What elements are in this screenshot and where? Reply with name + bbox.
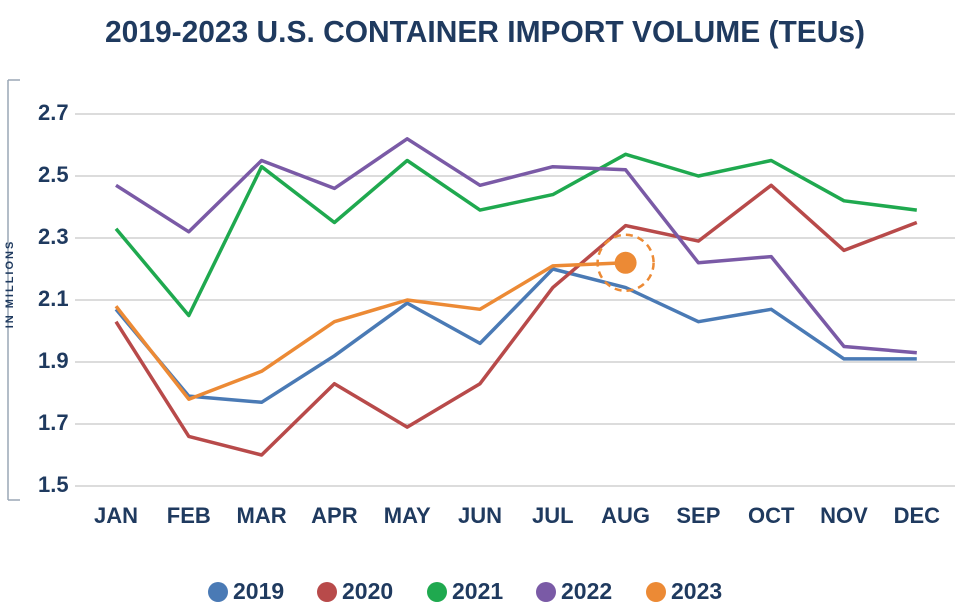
legend-label: 2020 (342, 578, 393, 604)
series-line (115, 137, 917, 355)
x-tick-label: DEC (894, 503, 941, 528)
x-tick-label: JUL (532, 503, 574, 528)
y-tick-label: 1.9 (38, 348, 69, 373)
x-tick-label: JAN (94, 503, 138, 528)
y-tick-label: 1.7 (38, 410, 69, 435)
highlight-ring (596, 233, 655, 293)
x-tick-label: NOV (820, 503, 868, 528)
y-tick-label: 2.1 (38, 286, 69, 311)
legend-swatch (427, 582, 447, 602)
legend-label: 2019 (233, 578, 284, 604)
y-axis-label: IN MILLIONS (4, 240, 16, 329)
series-line (114, 152, 918, 318)
legend-swatch (317, 582, 337, 602)
y-tick-label: 2.7 (38, 100, 69, 125)
series-line (114, 261, 626, 401)
y-tick-label: 2.3 (38, 224, 69, 249)
x-tick-label: FEB (167, 503, 211, 528)
series-line (114, 183, 918, 457)
chart-title: 2019-2023 U.S. CONTAINER IMPORT VOLUME (… (105, 14, 865, 49)
x-tick-label: MAY (384, 503, 431, 528)
x-tick-label: SEP (676, 503, 720, 528)
legend-label: 2023 (671, 578, 722, 604)
y-tick-label: 2.5 (38, 162, 69, 187)
y-tick-label: 1.5 (38, 472, 69, 497)
legend-swatch (208, 582, 228, 602)
x-tick-label: JUN (458, 503, 502, 528)
legend-swatch (646, 582, 666, 602)
series-line (114, 267, 917, 405)
legend-swatch (536, 582, 556, 602)
x-tick-label: MAR (237, 503, 287, 528)
highlight-point (614, 251, 637, 274)
x-tick-label: AUG (601, 503, 650, 528)
legend-label: 2022 (561, 578, 612, 604)
x-tick-label: OCT (748, 503, 795, 528)
x-tick-label: APR (311, 503, 358, 528)
legend-label: 2021 (452, 578, 503, 604)
